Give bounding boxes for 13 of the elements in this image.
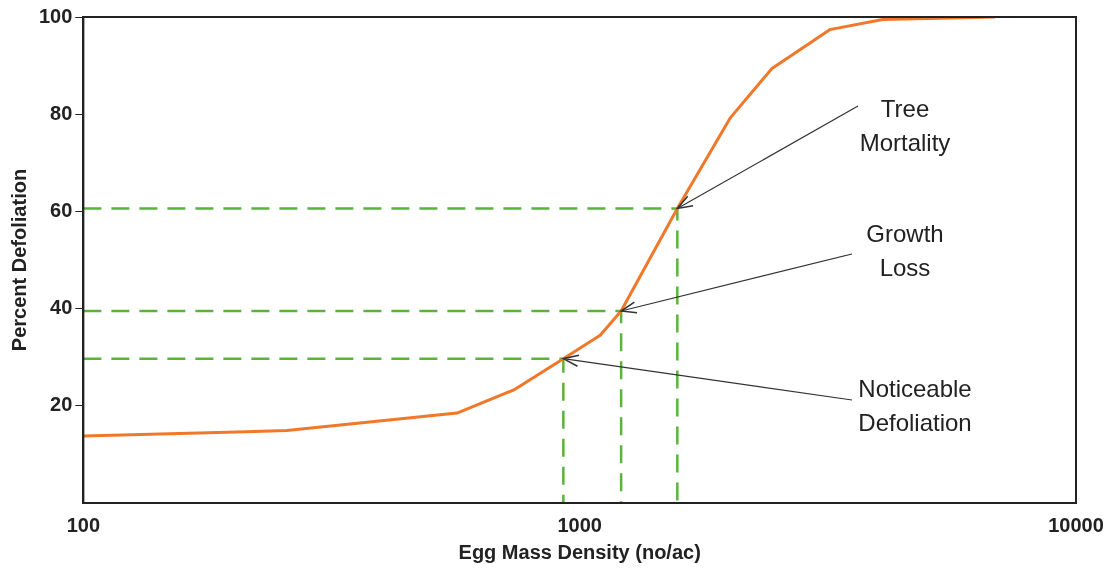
y-axis-title: Percent Defoliation [7, 168, 30, 352]
y-tick-label: 60 [50, 198, 73, 221]
x-tick-label: 100 [66, 513, 101, 536]
y-tick-label: 80 [50, 101, 73, 124]
y-tick-label: 20 [50, 393, 73, 416]
x-tick-label: 10000 [1048, 513, 1104, 536]
y-tick-label: 40 [50, 296, 73, 319]
x-axis-title: Egg Mass Density (no/ac) [458, 540, 701, 563]
annotation: Tree Mortality [859, 94, 951, 156]
annotation: Growth Loss [866, 219, 944, 281]
annotation: Noticeable Defoliation [858, 374, 972, 436]
y-tick-label: 100 [38, 4, 73, 27]
x-tick-label: 1000 [557, 513, 602, 536]
